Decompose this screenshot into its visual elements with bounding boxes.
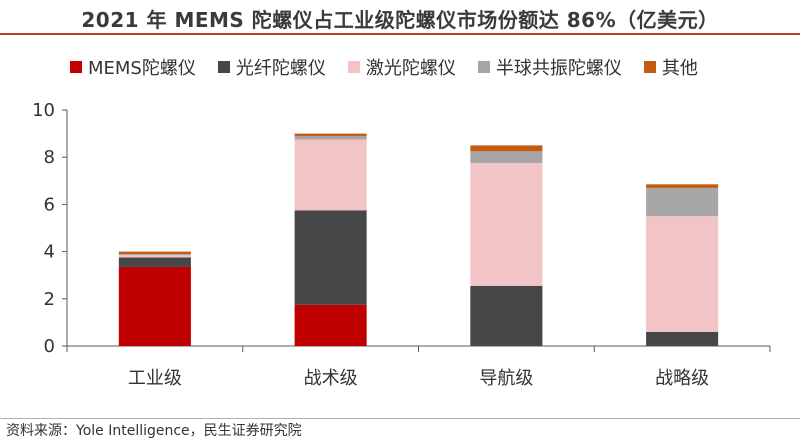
legend-item: 激光陀螺仪 (347, 54, 456, 80)
y-axis: 0 2 4 6 8 10 (32, 100, 68, 357)
legend-swatch (217, 61, 230, 73)
legend-item: MEMS陀螺仪 (70, 54, 196, 80)
legend-swatch (477, 61, 490, 73)
bar-segment (118, 251, 191, 254)
y-tick-label: 4 (44, 242, 55, 263)
x-category-label: 战略级 (655, 368, 709, 389)
bars (118, 133, 719, 346)
y-tick-label: 6 (44, 194, 55, 215)
bar-segment (118, 253, 191, 256)
legend-label: MEMS陀螺仪 (88, 58, 196, 79)
legend-item: 其他 (643, 54, 698, 80)
legend-label: 激光陀螺仪 (365, 58, 456, 79)
legend-label: 半球共振陀螺仪 (495, 58, 622, 79)
legend: MEMS陀螺仪 光纤陀螺仪 激光陀螺仪 半球共振陀螺仪 其他 (70, 55, 698, 79)
bar-segment (470, 285, 543, 346)
x-category-label: 战术级 (304, 368, 358, 389)
legend-swatch (347, 61, 360, 73)
y-tick-label: 8 (44, 147, 55, 168)
bar-segment (470, 145, 543, 152)
legend-swatch (643, 61, 656, 73)
source-note: 资料来源：Yole Intelligence，民生证券研究院 (6, 423, 302, 439)
bar-segment (470, 163, 543, 286)
bar-segment (646, 216, 719, 332)
bar-segment (646, 187, 719, 217)
x-category-label: 导航级 (479, 368, 533, 389)
y-tick-label: 2 (44, 289, 55, 310)
chart-title: 2021 年 MEMS 陀螺仪占工业级陀螺仪市场份额达 86%（亿美元） (81, 8, 719, 32)
bar-segment (294, 210, 367, 305)
legend-swatch (70, 61, 82, 73)
legend-label: 光纤陀螺仪 (235, 58, 326, 79)
bar-segment (646, 184, 719, 188)
bar-segment (294, 133, 367, 136)
bar-segment (294, 135, 367, 140)
bar-segment (294, 139, 367, 211)
x-axis: 工业级 战术级 导航级 战略级 (66, 345, 771, 389)
legend-label: 其他 (661, 58, 698, 79)
bar-segment (470, 151, 543, 164)
y-tick-label: 0 (44, 336, 55, 357)
title-divider (0, 33, 800, 35)
bar-segment (646, 331, 719, 346)
y-tick-label: 10 (32, 100, 55, 121)
bar-segment (118, 255, 191, 258)
legend-item: 光纤陀螺仪 (217, 54, 326, 80)
bar-segment (294, 304, 367, 346)
bar-segment (118, 266, 191, 346)
bar-segment (118, 257, 191, 267)
x-category-label: 工业级 (128, 368, 182, 389)
legend-item: 半球共振陀螺仪 (477, 54, 622, 80)
source-divider (0, 418, 800, 419)
